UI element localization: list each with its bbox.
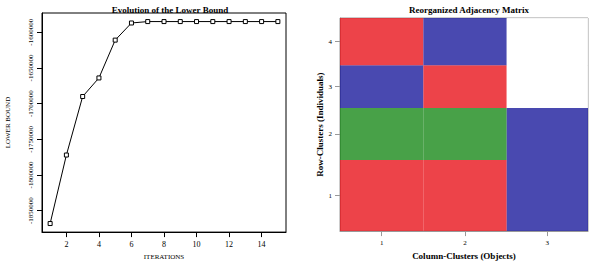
svg-text:-1750000: -1750000 — [27, 125, 35, 152]
svg-text:4: 4 — [329, 38, 333, 46]
svg-text:3: 3 — [546, 239, 550, 247]
svg-text:6: 6 — [129, 240, 133, 249]
svg-text:8: 8 — [162, 240, 166, 249]
svg-text:12: 12 — [225, 240, 233, 249]
svg-text:LOWER BOUND: LOWER BOUND — [4, 97, 12, 149]
svg-text:3: 3 — [329, 83, 333, 91]
svg-text:2: 2 — [463, 239, 467, 247]
svg-text:Reorganized Adjacency Matrix: Reorganized Adjacency Matrix — [409, 5, 529, 15]
svg-text:2: 2 — [64, 240, 68, 249]
svg-text:1: 1 — [380, 239, 384, 247]
svg-text:10: 10 — [193, 240, 201, 249]
svg-text:-1650000: -1650000 — [27, 54, 35, 81]
svg-text:-1600000: -1600000 — [27, 18, 35, 45]
svg-text:Row-Clusters (Individuals): Row-Clusters (Individuals) — [315, 72, 325, 176]
svg-text:2: 2 — [329, 130, 333, 138]
svg-text:-1700000: -1700000 — [27, 90, 35, 117]
svg-text:-1850000: -1850000 — [27, 197, 35, 224]
svg-text:ITERATIONS: ITERATIONS — [144, 253, 185, 261]
svg-text:Column-Clusters (Objects): Column-Clusters (Objects) — [412, 251, 516, 261]
svg-text:1: 1 — [329, 192, 333, 200]
svg-text:4: 4 — [97, 240, 101, 249]
svg-text:-1800000: -1800000 — [27, 161, 35, 188]
svg-text:14: 14 — [258, 240, 266, 249]
svg-text:Evolution of the Lower Bound: Evolution of the Lower Bound — [112, 5, 228, 15]
